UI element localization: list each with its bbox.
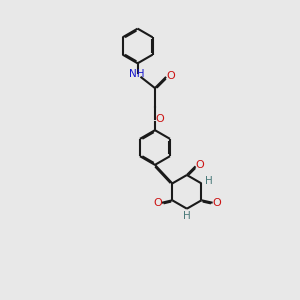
Text: O: O: [155, 114, 164, 124]
Text: O: O: [166, 71, 175, 81]
Text: H: H: [205, 176, 212, 187]
Text: O: O: [212, 198, 221, 208]
Text: O: O: [154, 198, 163, 208]
Text: NH: NH: [129, 70, 144, 80]
Text: H: H: [183, 211, 191, 220]
Text: O: O: [195, 160, 204, 170]
